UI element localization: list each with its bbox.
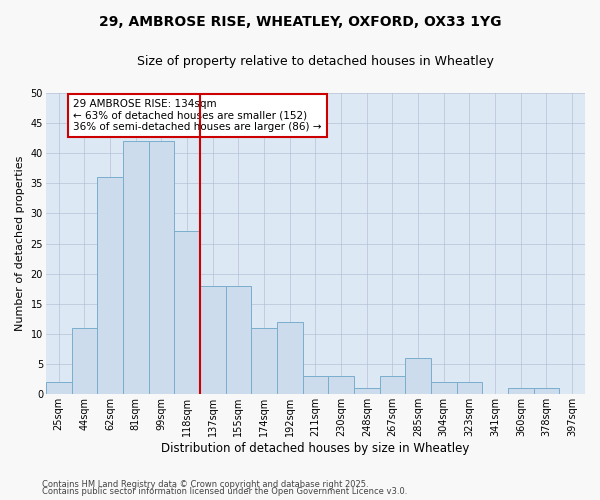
Bar bbox=[533, 388, 559, 394]
Text: Contains public sector information licensed under the Open Government Licence v3: Contains public sector information licen… bbox=[42, 487, 407, 496]
Bar bbox=[302, 376, 328, 394]
Text: Contains HM Land Registry data © Crown copyright and database right 2025.: Contains HM Land Registry data © Crown c… bbox=[42, 480, 368, 489]
Bar bbox=[251, 328, 277, 394]
Bar bbox=[174, 232, 200, 394]
Bar bbox=[457, 382, 482, 394]
Bar bbox=[149, 141, 174, 395]
Title: Size of property relative to detached houses in Wheatley: Size of property relative to detached ho… bbox=[137, 55, 494, 68]
X-axis label: Distribution of detached houses by size in Wheatley: Distribution of detached houses by size … bbox=[161, 442, 470, 455]
Bar bbox=[97, 177, 123, 394]
Bar bbox=[405, 358, 431, 395]
Bar bbox=[71, 328, 97, 394]
Bar bbox=[226, 286, 251, 395]
Y-axis label: Number of detached properties: Number of detached properties bbox=[15, 156, 25, 331]
Bar bbox=[380, 376, 405, 394]
Bar bbox=[46, 382, 71, 394]
Bar bbox=[200, 286, 226, 395]
Text: 29 AMBROSE RISE: 134sqm
← 63% of detached houses are smaller (152)
36% of semi-d: 29 AMBROSE RISE: 134sqm ← 63% of detache… bbox=[73, 99, 321, 132]
Bar bbox=[328, 376, 354, 394]
Bar bbox=[508, 388, 533, 394]
Text: 29, AMBROSE RISE, WHEATLEY, OXFORD, OX33 1YG: 29, AMBROSE RISE, WHEATLEY, OXFORD, OX33… bbox=[99, 15, 501, 29]
Bar bbox=[431, 382, 457, 394]
Bar bbox=[277, 322, 302, 394]
Bar bbox=[123, 141, 149, 395]
Bar bbox=[354, 388, 380, 394]
